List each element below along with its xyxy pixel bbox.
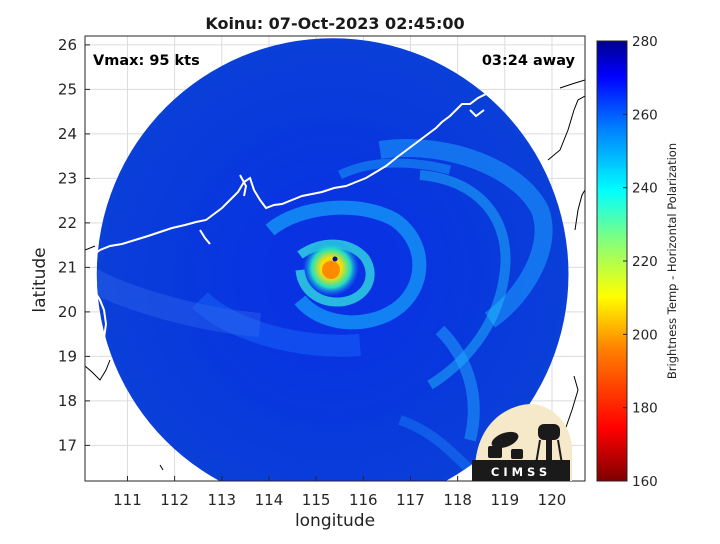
- y-tick-label: 18: [58, 392, 77, 410]
- x-tick-label: 119: [490, 491, 519, 509]
- colorbar-tick-label: 200: [632, 327, 658, 343]
- colorbar-label: Brightness Temp - Horizontal Polarizatio…: [665, 142, 679, 380]
- swath-features: [96, 139, 553, 474]
- y-tick-label: 19: [58, 347, 77, 365]
- colorbar-tick-label: 280: [632, 34, 658, 50]
- x-tick-label: 111: [113, 491, 142, 509]
- x-tick-label: 114: [255, 491, 284, 509]
- y-tick-label: 22: [58, 214, 77, 232]
- time-away-label: 03:24 away: [481, 53, 575, 69]
- cimss-logo: CIMSS: [472, 404, 572, 481]
- x-tick-label: 118: [443, 491, 472, 509]
- logo-text: CIMSS: [491, 465, 551, 479]
- x-tick-label: 112: [160, 491, 189, 509]
- colorbar-tick-label: 240: [632, 181, 658, 197]
- x-axis-label: longitude: [294, 511, 376, 531]
- x-tick-label: 117: [396, 491, 425, 509]
- x-ticks: 111 112 113 114 115 116 117 118 119 120: [113, 476, 566, 509]
- y-ticks: 17 18 19 20 21 22 23 24 25 26: [58, 36, 90, 454]
- y-tick-label: 24: [58, 125, 77, 143]
- x-tick-label: 116: [349, 491, 378, 509]
- storm-center-icon: [332, 256, 338, 262]
- y-tick-label: 26: [58, 36, 77, 54]
- vmax-label: Vmax: 95 kts: [93, 53, 200, 69]
- land-outline: [85, 79, 585, 471]
- chart-title: Koinu: 07-Oct-2023 02:45:00: [205, 14, 465, 33]
- colorbar-tick-label: 160: [632, 474, 658, 490]
- colorbar: [596, 40, 628, 482]
- y-tick-label: 17: [58, 436, 77, 454]
- colorbar-ticks: 160 180 200 220 240 260 280: [623, 34, 658, 490]
- x-tick-label: 113: [207, 491, 236, 509]
- colorbar-tick-label: 220: [632, 254, 658, 270]
- y-tick-label: 23: [58, 169, 77, 187]
- x-tick-label: 120: [538, 491, 567, 509]
- y-tick-label: 20: [58, 303, 77, 321]
- colorbar-tick-label: 180: [632, 401, 658, 417]
- axes-box: [84, 35, 586, 482]
- coastline: [85, 90, 501, 357]
- y-tick-label: 21: [58, 258, 77, 276]
- y-tick-label: 25: [58, 80, 77, 98]
- x-tick-label: 115: [302, 491, 331, 509]
- colorbar-tick-label: 260: [632, 107, 658, 123]
- y-axis-label: latitude: [30, 247, 50, 313]
